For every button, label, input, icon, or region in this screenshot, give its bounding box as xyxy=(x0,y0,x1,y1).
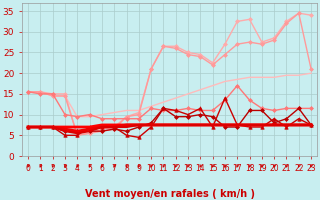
X-axis label: Vent moyen/en rafales ( km/h ): Vent moyen/en rafales ( km/h ) xyxy=(84,189,255,199)
